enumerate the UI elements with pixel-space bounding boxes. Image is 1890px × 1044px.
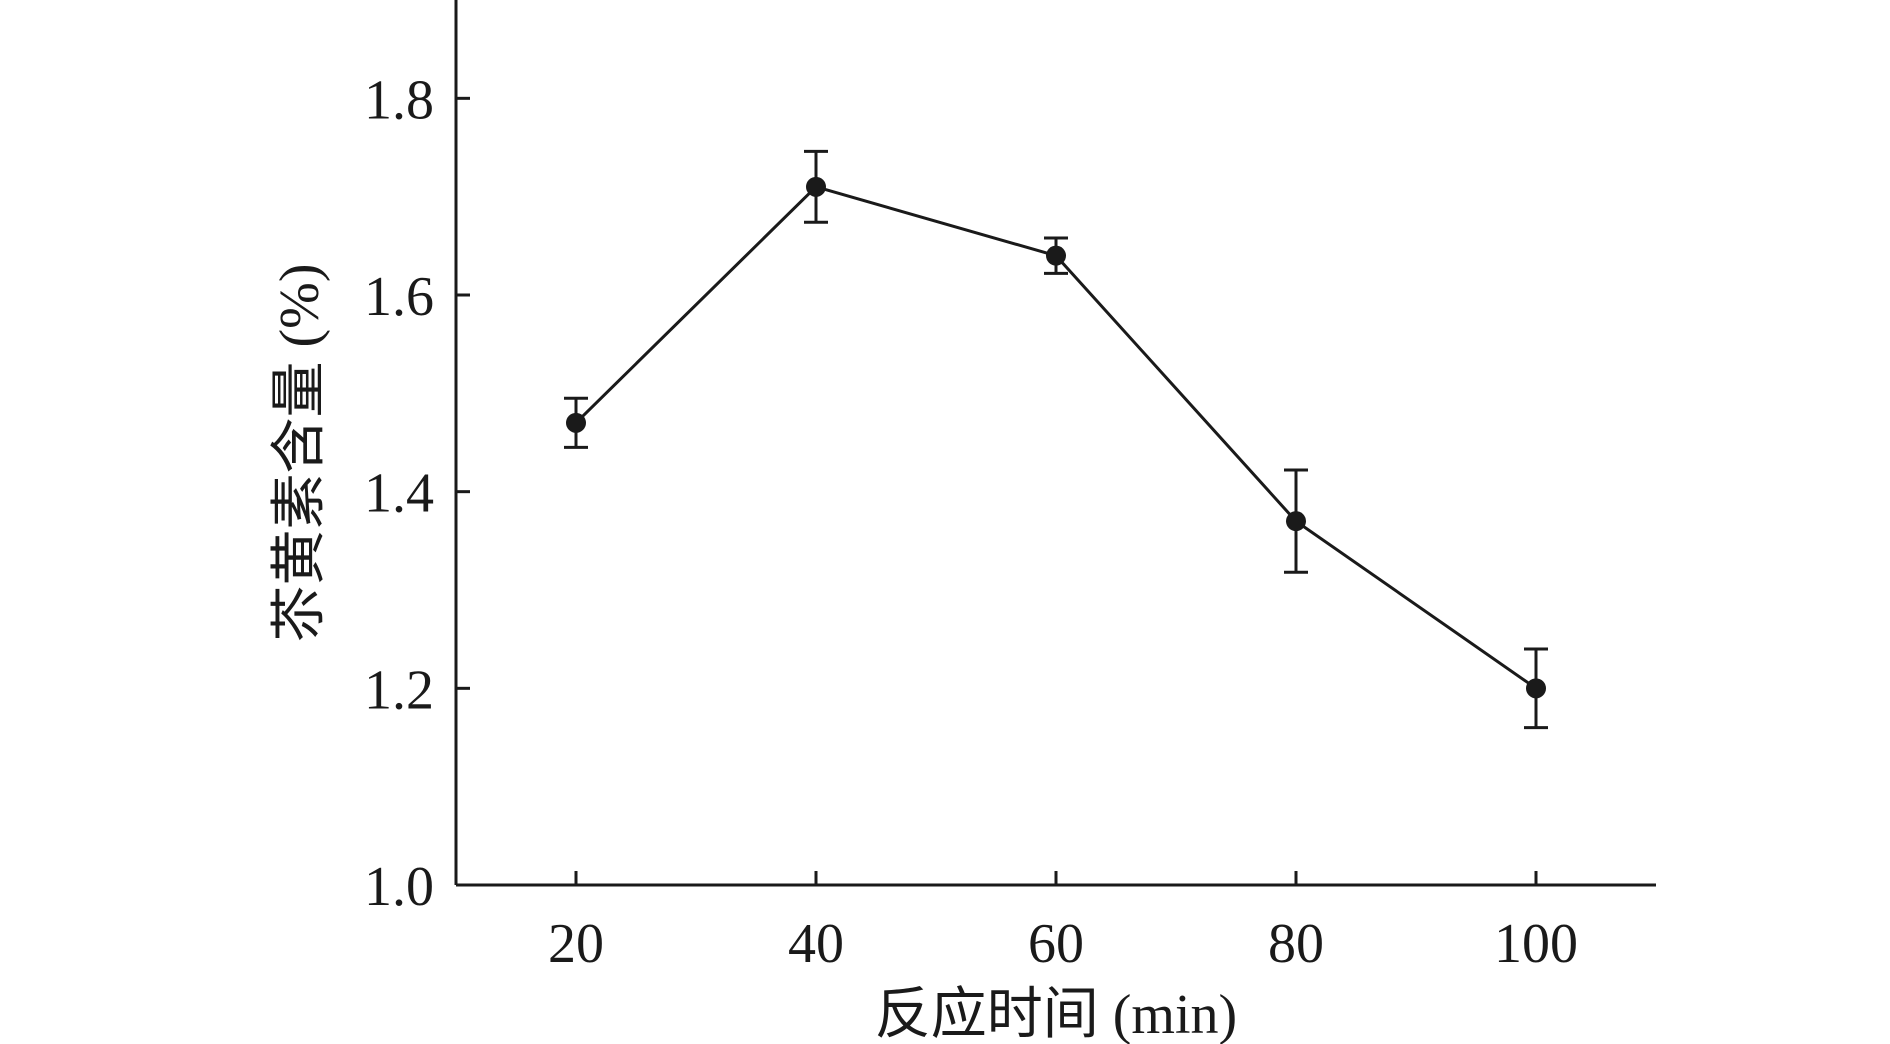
y-tick-label: 1.6 (364, 266, 434, 328)
x-tick-label: 20 (548, 913, 604, 975)
x-ticks: 20 40 60 80 100 (548, 871, 1578, 975)
y-tick-label: 1.8 (364, 69, 434, 131)
x-axis-title: 反应时间 (min) (875, 984, 1237, 1044)
y-axis-title: 苶黄素含量 (%) (269, 264, 331, 642)
y-tick-label: 1.0 (364, 856, 434, 918)
y-tick-label: 1.2 (364, 659, 434, 721)
series (564, 149, 1548, 730)
y-ticks: 1.0 1.2 1.4 1.6 1.8 (364, 69, 470, 918)
data-point (1526, 678, 1546, 699)
data-point (566, 412, 586, 433)
data-point (806, 176, 826, 197)
x-tick-label: 100 (1494, 913, 1578, 975)
x-tick-label: 60 (1028, 913, 1084, 975)
axes (454, 0, 1656, 887)
data-point (1046, 245, 1066, 266)
x-tick-label: 40 (788, 913, 844, 975)
x-tick-label: 80 (1268, 913, 1324, 975)
y-tick-label: 1.4 (364, 463, 434, 525)
data-point (1286, 511, 1306, 532)
